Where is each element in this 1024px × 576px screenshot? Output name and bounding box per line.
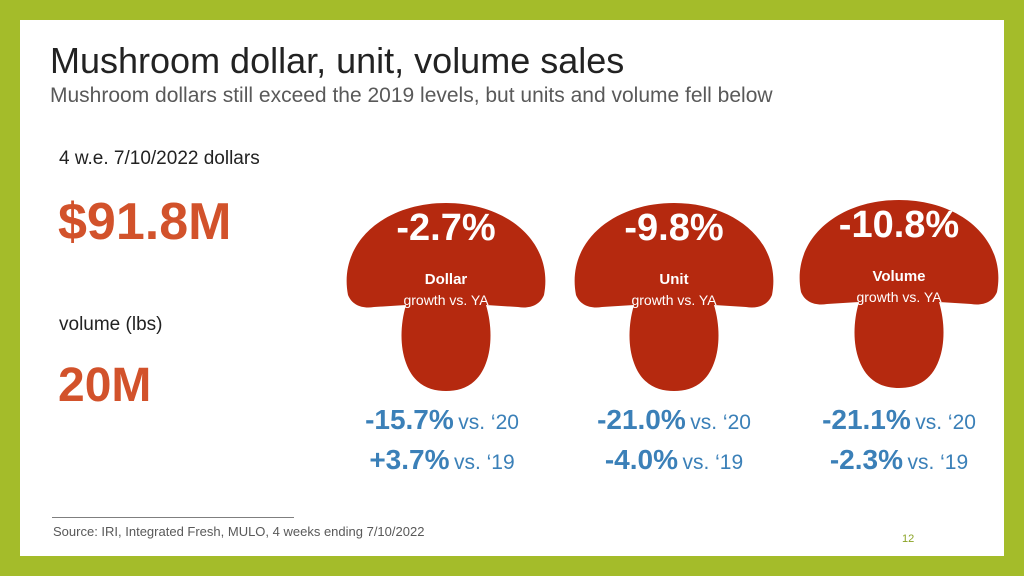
unit-vs-2019: -4.0% vs. ‘19 <box>564 444 784 476</box>
unit-metric-label: Unit <box>659 271 689 288</box>
volume-vs-2019: -2.3% vs. ‘19 <box>789 444 1009 476</box>
mushroom-icon <box>799 200 999 388</box>
mushroom-dollar: -2.7% Dollar growth vs. YA <box>336 191 556 391</box>
dollars-value: $91.8M <box>58 193 232 251</box>
dollar-growth-label: growth vs. YA <box>403 292 489 308</box>
mushroom-icon <box>574 203 774 391</box>
mushroom-unit: -9.8% Unit growth vs. YA <box>564 191 784 391</box>
volume-vs-2019-value: -2.3% <box>829 444 903 475</box>
unit-vs-2020-value: -21.0% <box>597 404 686 435</box>
dollars-label: 4 w.e. 7/10/2022 dollars <box>59 148 260 169</box>
dollar-vs-2019-suffix: vs. ‘19 <box>453 451 515 474</box>
dollar-vs-2019-value: +3.7% <box>369 444 450 475</box>
footnote-divider <box>52 517 294 518</box>
volume-growth-pct: -10.8% <box>838 204 960 246</box>
volume-vs-2020: -21.1% vs. ‘20 <box>789 404 1009 436</box>
volume-value: 20M <box>58 359 152 412</box>
dollar-vs-2019: +3.7% vs. ‘19 <box>332 444 552 476</box>
slide-subtitle: Mushroom dollars still exceed the 2019 l… <box>50 84 773 107</box>
dollar-vs-2020-value: -15.7% <box>365 404 454 435</box>
slide-title: Mushroom dollar, unit, volume sales <box>50 40 625 81</box>
mushroom-volume: -10.8% Volume growth vs. YA <box>789 188 1009 388</box>
dollar-metric-label: Dollar <box>424 271 468 288</box>
mushroom-icon <box>346 203 546 391</box>
unit-vs-2019-value: -4.0% <box>604 444 678 475</box>
slide: Mushroom dollar, unit, volume sales Mush… <box>20 20 1004 556</box>
unit-growth-pct: -9.8% <box>624 207 724 249</box>
volume-metric-label: Volume <box>872 268 926 285</box>
volume-label: volume (lbs) <box>59 314 163 335</box>
dollar-vs-2020-suffix: vs. ‘20 <box>458 411 519 434</box>
source-note: Source: IRI, Integrated Fresh, MULO, 4 w… <box>53 524 425 539</box>
unit-vs-2020-suffix: vs. ‘20 <box>690 411 751 434</box>
page-number: 12 <box>902 533 915 545</box>
volume-vs-2020-value: -21.1% <box>822 404 911 435</box>
volume-vs-2020-suffix: vs. ‘20 <box>915 411 976 434</box>
unit-vs-2020: -21.0% vs. ‘20 <box>564 404 784 436</box>
volume-growth-label: growth vs. YA <box>856 289 942 305</box>
unit-vs-2019-suffix: vs. ‘19 <box>682 451 744 474</box>
dollar-growth-pct: -2.7% <box>396 207 496 249</box>
dollar-vs-2020: -15.7% vs. ‘20 <box>332 404 552 436</box>
volume-vs-2019-suffix: vs. ‘19 <box>907 451 969 474</box>
unit-growth-label: growth vs. YA <box>631 292 717 308</box>
